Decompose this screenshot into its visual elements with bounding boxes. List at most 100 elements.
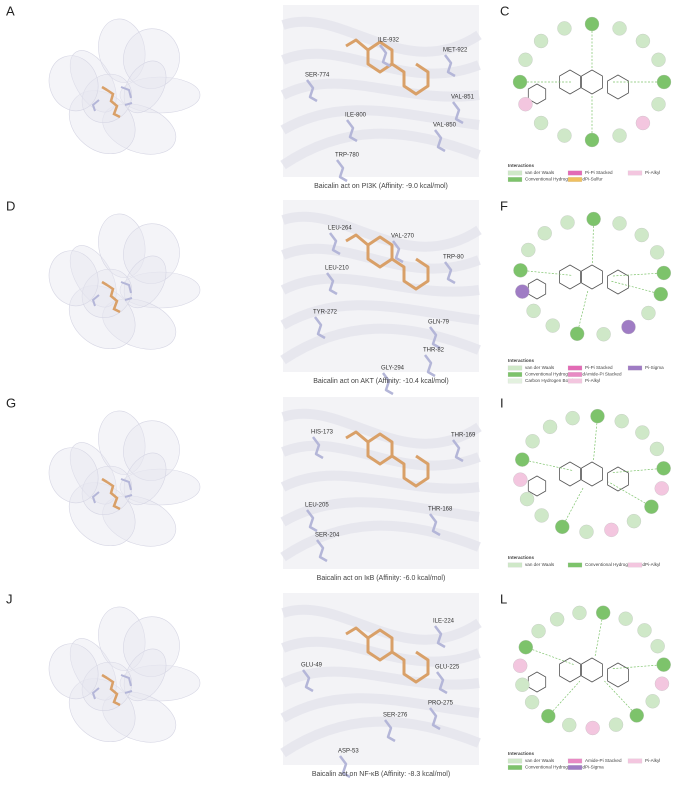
protein-ribbon bbox=[123, 255, 167, 309]
residue-label: VAL-851 bbox=[451, 95, 475, 101]
protein-ribbon bbox=[280, 470, 480, 494]
legend-title: Interactions bbox=[508, 555, 534, 560]
legend-swatch bbox=[627, 170, 643, 176]
residue-node bbox=[562, 717, 577, 733]
residue-label: MET-922 bbox=[443, 48, 468, 54]
residue-node bbox=[515, 284, 530, 299]
interaction-line bbox=[608, 481, 652, 508]
protein-ribbon bbox=[281, 636, 481, 667]
molecule-ring bbox=[559, 657, 581, 683]
residue-node bbox=[519, 491, 535, 507]
residue-node bbox=[635, 33, 651, 49]
legend-label: Pi-Alkyl bbox=[585, 378, 600, 383]
legend-swatch bbox=[627, 365, 643, 371]
residue-label: ILE-932 bbox=[378, 38, 400, 44]
interaction-line bbox=[525, 646, 574, 665]
protein-ribbon bbox=[280, 300, 480, 330]
protein-ribbon bbox=[69, 638, 117, 701]
residue-label: TRP-80 bbox=[443, 255, 464, 261]
residue-label: ASP-53 bbox=[338, 749, 359, 755]
residue-node bbox=[531, 623, 546, 639]
residue-node bbox=[533, 33, 549, 49]
molecule-ring bbox=[607, 269, 629, 295]
residue-sticks bbox=[434, 625, 446, 649]
residue-sticks bbox=[339, 755, 351, 779]
residue-node bbox=[612, 216, 627, 231]
protein-ribbon bbox=[281, 211, 482, 252]
legend-swatch bbox=[507, 562, 523, 568]
panel-letter: C bbox=[500, 3, 509, 18]
residue-node bbox=[645, 694, 660, 709]
interaction-line bbox=[611, 467, 664, 473]
legend-label: Pi-Alkyl bbox=[645, 562, 660, 567]
residue-label: SER-204 bbox=[315, 533, 340, 539]
panel-letter: G bbox=[6, 395, 16, 410]
legend-swatch bbox=[507, 372, 523, 377]
interaction-line bbox=[522, 459, 573, 471]
legend-swatch bbox=[507, 758, 523, 764]
residue-node bbox=[637, 623, 652, 638]
legend-label: Amide-Pi Stacked bbox=[585, 372, 622, 377]
residue-node bbox=[513, 472, 528, 487]
residue-sticks bbox=[424, 354, 436, 378]
legend-swatch bbox=[507, 177, 523, 182]
residue-label: GLU-225 bbox=[435, 665, 460, 671]
protein-ribbon bbox=[280, 273, 480, 297]
protein-ribbon bbox=[281, 16, 482, 57]
residue-sticks bbox=[329, 232, 341, 256]
interaction-line bbox=[576, 290, 589, 334]
caption: Baicalin act on IκB (Affinity: -6.0 kcal… bbox=[317, 575, 446, 582]
residue-sticks bbox=[302, 669, 314, 693]
residue-sticks bbox=[91, 478, 133, 504]
residue-label: GLN-79 bbox=[428, 320, 450, 326]
residue-label: VAL-850 bbox=[433, 123, 457, 129]
legend-label: Amide-Pi Stacked bbox=[585, 758, 622, 763]
protein-ribbon bbox=[68, 285, 136, 350]
molecule-ring bbox=[527, 83, 547, 105]
residue-label: ILE-224 bbox=[433, 619, 455, 625]
residue-sticks bbox=[326, 272, 338, 296]
protein-ribbon bbox=[280, 78, 480, 102]
residue-label: ILE-800 bbox=[345, 113, 367, 119]
legend-label: Conventional Hydrogen Bond bbox=[525, 765, 585, 770]
residue-sticks bbox=[429, 513, 441, 537]
legend-swatch bbox=[507, 378, 523, 384]
protein-ribbon bbox=[69, 442, 117, 505]
ligand bbox=[345, 38, 430, 96]
interaction-line bbox=[548, 680, 581, 717]
legend-label: Pi-Sigma bbox=[585, 765, 604, 770]
residue-sticks bbox=[452, 439, 464, 463]
molecule-ring bbox=[581, 69, 603, 95]
residue-node bbox=[621, 319, 636, 335]
residue-node bbox=[534, 508, 549, 523]
legend-swatch bbox=[627, 562, 643, 568]
protein-ribbon bbox=[48, 447, 99, 504]
caption: Baicalin act on NF-κB (Affinity: -8.3 kc… bbox=[312, 771, 450, 778]
interaction-line bbox=[611, 664, 664, 670]
residue-node bbox=[533, 115, 549, 131]
residue-sticks bbox=[91, 281, 133, 307]
ligand bbox=[345, 626, 430, 684]
residue-node bbox=[542, 419, 558, 435]
protein-ribbon bbox=[280, 520, 481, 562]
residue-sticks bbox=[384, 719, 396, 743]
legend-label: Carbon Hydrogen Bond bbox=[525, 378, 574, 383]
legend-label: van der Waals bbox=[525, 758, 555, 763]
caption: Baicalin act on PI3K (Affinity: -9.0 kca… bbox=[314, 183, 448, 190]
residue-sticks bbox=[346, 119, 358, 143]
protein-ribbon bbox=[68, 482, 136, 547]
residue-sticks bbox=[429, 326, 441, 350]
protein-ribbon bbox=[68, 678, 136, 743]
residue-node bbox=[565, 410, 580, 426]
interaction-line bbox=[520, 269, 573, 276]
ligand bbox=[101, 85, 121, 119]
residue-sticks bbox=[436, 671, 448, 695]
legend-swatch bbox=[567, 170, 583, 176]
molecule-ring bbox=[559, 69, 581, 95]
protein-ribbon bbox=[123, 60, 167, 114]
residue-node bbox=[612, 21, 627, 36]
legend-label: Pi-Alkyl bbox=[645, 758, 660, 763]
residue-sticks bbox=[314, 316, 326, 340]
caption: Baicalin act on AKT (Affinity: -10.4 kca… bbox=[313, 378, 449, 385]
